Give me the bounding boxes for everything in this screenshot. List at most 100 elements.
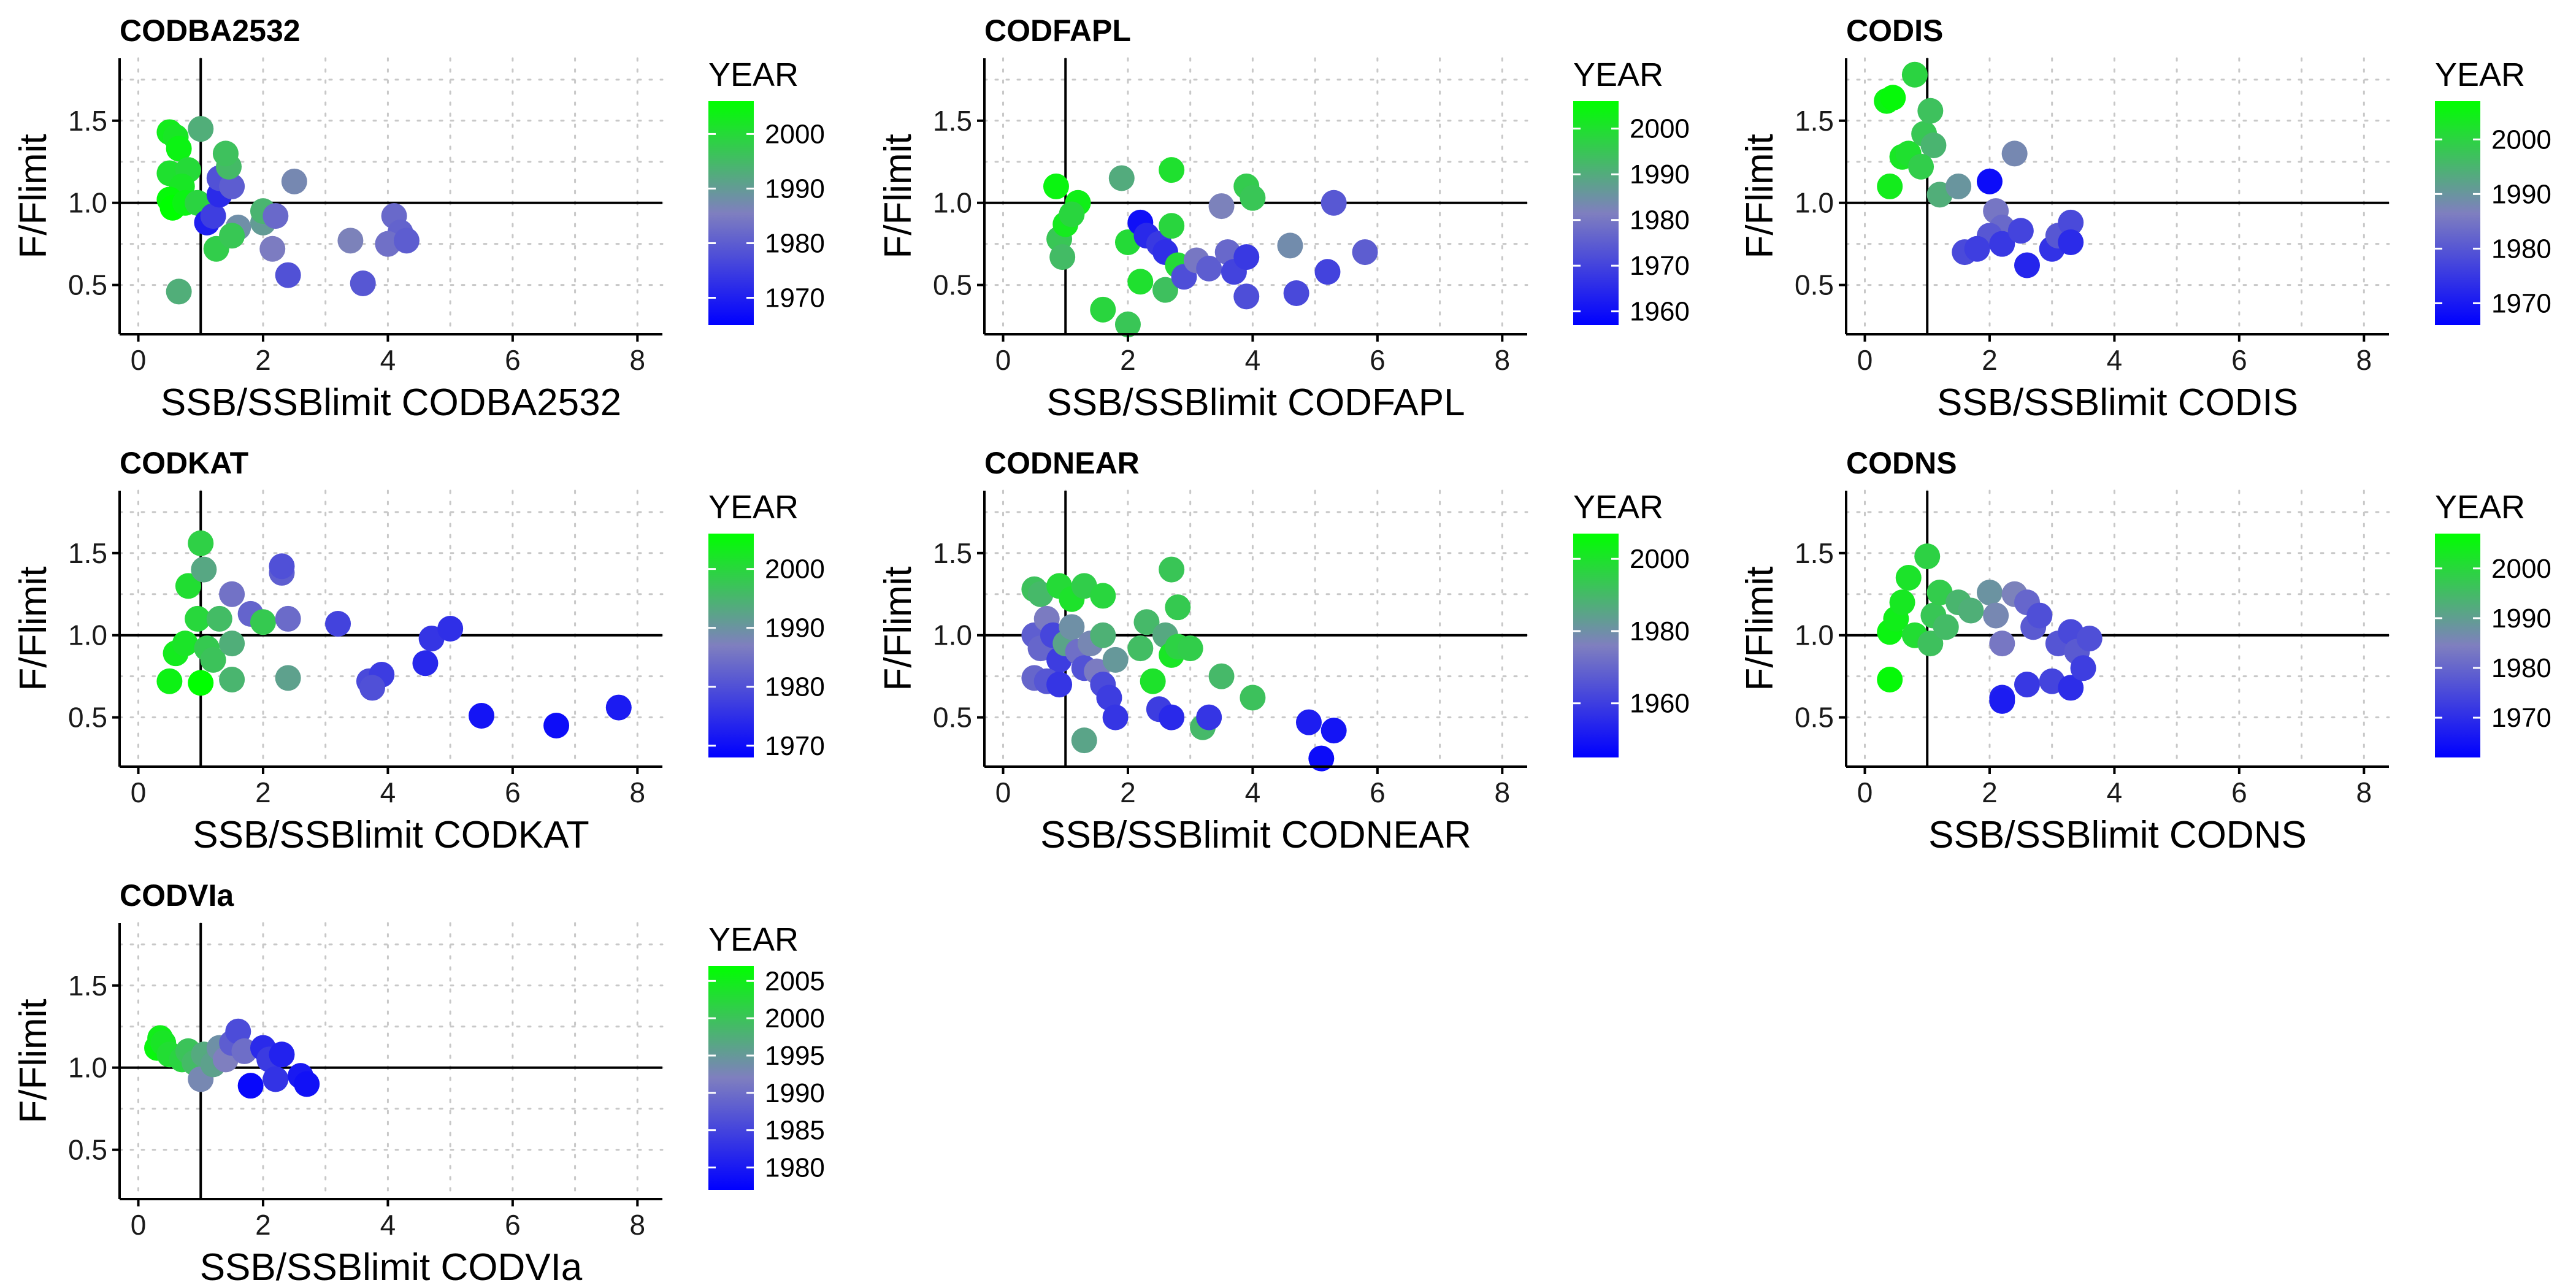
data-point [294,1071,320,1097]
data-point [1059,201,1085,228]
data-point [1880,85,1906,111]
data-point [219,223,245,249]
y-axis-title: F/Flimit [12,999,55,1123]
x-tick-label: 4 [1245,776,1261,808]
panel-title: CODBA2532 [120,13,301,48]
legend-tick-label: 2000 [1630,114,1690,144]
data-point [469,702,494,729]
data-points [156,116,420,305]
y-tick-label: 1.5 [68,970,107,1002]
legend-tick-label: 1960 [1630,689,1690,719]
data-point [1321,190,1347,216]
x-tick-label: 0 [131,776,147,808]
x-axis-title: SSB/SSBlimit CODBA2532 [161,381,621,424]
data-point [188,670,214,696]
data-point [1920,132,1947,158]
data-point [188,530,214,556]
color-legend: YEAR 1960 1980 2000 [1573,489,1690,757]
y-tick-label: 1.5 [1795,105,1834,137]
legend-tick-label: 2000 [765,1003,825,1033]
x-tick-label: 2 [1982,344,1998,376]
data-point [269,553,295,580]
data-point [219,581,245,607]
data-point [1127,269,1154,295]
legend-tick-label: 2005 [765,966,825,996]
legend-tick-label: 2000 [765,554,825,585]
data-point [1059,614,1085,640]
data-point [1889,589,1915,616]
x-tick-label: 0 [995,344,1011,376]
y-tick-label: 1.0 [68,187,107,219]
data-point [2076,626,2103,652]
x-tick-label: 0 [1857,776,1873,808]
x-tick-label: 0 [131,344,147,376]
data-point [1159,213,1185,239]
data-point [1976,168,2003,194]
data-point [1877,173,1903,199]
legend-tick-label: 1990 [1630,159,1690,190]
x-tick-label: 2 [1120,776,1136,808]
data-point [1165,594,1191,621]
data-point [359,675,385,701]
x-axis-title: SSB/SSBlimit CODVIa [200,1246,583,1288]
data-point [237,1073,264,1099]
x-tick-label: 4 [2107,344,2123,376]
data-point [200,203,226,229]
data-point [1046,672,1073,698]
legend-title: YEAR [708,56,799,93]
data-point [1159,704,1185,730]
x-tick-label: 6 [2231,344,2247,376]
data-point [219,631,245,657]
legend-tick-label: 2000 [1630,544,1690,574]
data-point [1989,231,2015,257]
panel-codvia: CODVIa 0 2 4 6 8 0.5 1.0 1.5 SSB/SSBlimit CODVIa F… [12,878,825,1288]
legend-tick-label: 1990 [2491,179,2551,209]
data-point [212,140,239,167]
legend-tick-label: 1990 [765,613,825,643]
data-point [263,203,289,229]
data-point [175,573,201,599]
data-points [144,1018,320,1099]
x-tick-label: 4 [380,776,396,808]
x-tick-label: 6 [505,776,521,808]
data-point [1901,61,1928,88]
data-point [1233,244,1260,270]
data-point [325,610,351,637]
x-axis-title: SSB/SSBlimit CODNEAR [1040,814,1471,856]
y-axis-title: F/Flimit [12,566,55,691]
x-tick-label: 8 [630,776,646,808]
legend-tick-label: 1970 [1630,251,1690,281]
panel-codba2532: CODBA2532 0 2 4 6 8 0.5 1.0 1.5 SSB/SSBlimit CODB… [12,13,825,424]
data-point [1983,602,2009,629]
data-point [2014,252,2040,278]
data-point [1090,296,1116,323]
legend-tick-label: 1985 [765,1116,825,1146]
data-point [156,668,183,694]
x-axis-title: SSB/SSBlimit CODNS [1928,814,2307,856]
data-point [2014,672,2040,698]
legend-color-bar [708,534,754,757]
data-point [2001,140,2028,167]
data-point [1043,173,1069,199]
legend-color-bar [1573,534,1619,757]
panel-title: CODKAT [120,446,248,480]
panel-codnear: CODNEAR 0 2 4 6 8 0.5 1.0 1.5 SSB/SSBlimit CODNEA… [877,446,1690,856]
x-tick-label: 8 [2356,776,2372,808]
data-point [200,646,226,673]
data-point [2058,229,2084,255]
data-points [156,530,632,739]
data-point [412,650,439,677]
data-point [275,665,301,691]
data-point [393,228,420,254]
y-tick-label: 1.0 [1795,187,1834,219]
color-legend: YEAR 1970 1980 1990 2000 [708,56,825,325]
data-point [1321,718,1347,744]
data-point [1208,663,1235,689]
x-tick-label: 2 [1120,344,1136,376]
y-tick-label: 0.5 [1795,702,1834,734]
y-tick-label: 1.0 [68,619,107,651]
data-point [166,136,192,162]
legend-tick-label: 1970 [765,283,825,313]
